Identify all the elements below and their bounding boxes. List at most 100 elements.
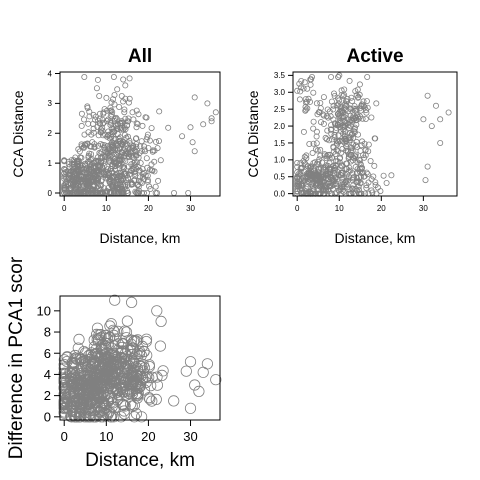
data-point bbox=[331, 93, 338, 100]
data-point bbox=[364, 74, 371, 81]
data-point bbox=[126, 137, 133, 144]
data-point bbox=[333, 102, 340, 109]
data-point bbox=[302, 96, 309, 103]
data-point bbox=[332, 158, 339, 165]
data-point bbox=[363, 169, 370, 176]
data-point bbox=[356, 81, 363, 88]
data-point bbox=[61, 186, 68, 193]
data-point bbox=[210, 374, 222, 386]
data-point bbox=[297, 160, 304, 167]
data-point bbox=[98, 352, 111, 364]
data-point bbox=[165, 124, 172, 131]
data-point bbox=[362, 107, 369, 114]
data-point bbox=[105, 318, 117, 330]
data-point bbox=[320, 112, 327, 119]
y-tick-label: 0 bbox=[48, 189, 53, 198]
data-point bbox=[109, 181, 116, 188]
data-point bbox=[116, 139, 123, 146]
data-point bbox=[58, 402, 70, 415]
data-point bbox=[119, 367, 131, 379]
data-point bbox=[141, 175, 148, 182]
data-point bbox=[313, 133, 320, 140]
data-point bbox=[130, 379, 142, 391]
data-point bbox=[338, 92, 345, 99]
data-point bbox=[146, 371, 158, 383]
data-point bbox=[117, 153, 124, 160]
data-point bbox=[74, 162, 81, 169]
data-point bbox=[84, 382, 96, 394]
data-point bbox=[114, 358, 126, 370]
data-point bbox=[143, 392, 155, 404]
data-point bbox=[296, 96, 303, 103]
data-point bbox=[122, 82, 129, 89]
data-point bbox=[108, 107, 115, 114]
data-point bbox=[349, 175, 356, 182]
data-point bbox=[348, 94, 355, 101]
data-point bbox=[58, 382, 70, 394]
data-point bbox=[93, 85, 100, 92]
data-point bbox=[111, 92, 118, 99]
data-point bbox=[98, 159, 105, 166]
data-point bbox=[133, 135, 140, 142]
data-point bbox=[344, 149, 351, 156]
data-point bbox=[82, 373, 94, 386]
data-point bbox=[144, 177, 151, 184]
data-point bbox=[121, 315, 134, 327]
data-point bbox=[312, 146, 319, 153]
data-point bbox=[108, 111, 115, 118]
data-point bbox=[350, 155, 357, 162]
x-tick-label: 20 bbox=[377, 204, 386, 213]
data-point bbox=[337, 105, 344, 112]
data-point bbox=[347, 167, 354, 174]
data-point bbox=[66, 373, 78, 385]
data-point bbox=[86, 150, 93, 157]
data-point bbox=[437, 116, 444, 123]
data-point bbox=[316, 178, 323, 185]
data-point bbox=[81, 116, 88, 123]
data-point bbox=[132, 172, 139, 179]
data-point bbox=[88, 334, 100, 346]
data-point bbox=[310, 125, 317, 132]
data-point bbox=[117, 172, 124, 179]
data-point bbox=[191, 94, 198, 101]
y-tick-label: 3.5 bbox=[274, 71, 286, 80]
data-point bbox=[310, 89, 317, 96]
data-point bbox=[100, 110, 107, 117]
x-tick-label: 30 bbox=[183, 429, 197, 444]
data-point bbox=[334, 121, 341, 128]
data-point bbox=[110, 74, 117, 81]
data-point bbox=[193, 385, 205, 397]
data-point bbox=[360, 152, 367, 159]
data-point bbox=[388, 172, 395, 179]
data-point bbox=[321, 171, 328, 178]
data-point bbox=[133, 124, 140, 131]
data-point bbox=[180, 365, 192, 377]
data-point bbox=[110, 142, 117, 149]
data-point bbox=[204, 100, 211, 107]
x-tick-label: 10 bbox=[102, 204, 111, 213]
data-point bbox=[120, 359, 133, 371]
y-tick-label: 3 bbox=[48, 99, 53, 108]
data-point bbox=[90, 125, 97, 132]
data-point bbox=[151, 305, 163, 317]
data-point bbox=[123, 383, 135, 395]
data-point bbox=[184, 356, 197, 368]
data-point bbox=[127, 355, 139, 367]
data-point bbox=[362, 146, 369, 153]
data-point bbox=[303, 152, 310, 159]
data-point bbox=[424, 92, 431, 99]
data-point bbox=[342, 135, 349, 142]
data-point bbox=[97, 126, 104, 133]
data-point bbox=[144, 172, 151, 179]
data-point bbox=[121, 109, 128, 116]
data-point bbox=[105, 172, 112, 179]
data-point bbox=[330, 116, 337, 123]
data-point bbox=[70, 411, 82, 423]
data-point bbox=[157, 365, 169, 377]
data-point bbox=[101, 185, 108, 192]
data-point bbox=[365, 141, 372, 148]
data-point bbox=[92, 388, 105, 400]
data-point bbox=[101, 333, 114, 345]
data-point bbox=[313, 128, 320, 135]
data-point bbox=[333, 189, 340, 196]
